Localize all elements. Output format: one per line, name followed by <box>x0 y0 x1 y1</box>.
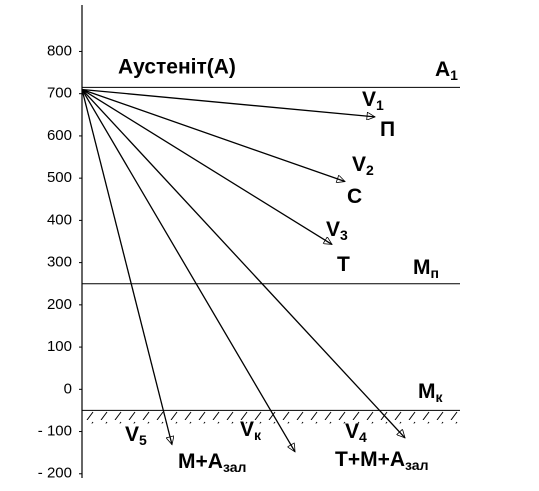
cooling-ray <box>81 89 296 451</box>
ray-label: V1 <box>362 88 384 113</box>
hatch <box>82 410 460 424</box>
level-label-sub: 1 <box>450 67 458 83</box>
ray-label: V4 <box>345 420 367 445</box>
product-label: П <box>380 118 395 141</box>
product-label: Т <box>337 253 350 276</box>
product-label: Т+М+Азал <box>335 448 428 473</box>
level-label-sub: п <box>431 265 439 281</box>
level-label: Мп <box>413 256 439 281</box>
y-tick-label: 300 <box>47 254 72 271</box>
product-label-main: С <box>347 185 362 208</box>
level-label-sub: к <box>436 389 444 405</box>
product-label-main: П <box>380 118 395 141</box>
product-label-sub: зал <box>405 457 428 473</box>
ray-label-main: V <box>362 88 376 111</box>
ray-label-main: V <box>125 423 139 446</box>
product-label-sub: зал <box>223 459 246 475</box>
level-label-main: А <box>435 58 450 81</box>
ray-label: V5 <box>125 423 147 448</box>
product-label-main: М+А <box>178 450 223 473</box>
ray-label-sub: 5 <box>139 432 147 448</box>
y-tick-label: 100 <box>47 338 72 355</box>
chart-title: Аустеніт(А) <box>118 56 236 79</box>
level-label-main: М <box>418 380 436 403</box>
cooling-ray <box>81 88 375 116</box>
ray-label-main: V <box>352 153 366 176</box>
product-label: С <box>347 185 362 208</box>
ray-label-sub: 4 <box>359 429 367 445</box>
y-tick-label: 200 <box>47 296 72 313</box>
product-label: М+Азал <box>178 450 246 475</box>
level-label: Мк <box>418 380 444 405</box>
ray-label: V3 <box>326 218 348 243</box>
y-tick-label: 400 <box>47 211 72 228</box>
product-label-main: Т+М+А <box>335 448 405 471</box>
y-tick-label: 500 <box>47 169 72 186</box>
ray-label-sub: к <box>254 427 262 443</box>
ray-label-sub: 3 <box>340 227 348 243</box>
ray-label: V2 <box>352 153 374 178</box>
y-tick-label: 800 <box>47 42 72 59</box>
cooling-ray <box>81 89 405 437</box>
y-tick-label: 600 <box>47 127 72 144</box>
cooling-ray <box>81 88 332 246</box>
level-label-main: М <box>413 256 431 279</box>
y-tick-label: 0 <box>64 380 72 397</box>
ray-label-main: V <box>345 420 359 443</box>
ray-label-sub: 2 <box>366 162 374 178</box>
cooling-ray <box>81 89 172 444</box>
ray-label-sub: 1 <box>376 97 384 113</box>
cooling-ray <box>81 88 345 181</box>
y-tick-label: 700 <box>47 85 72 102</box>
product-label-main: Т <box>337 253 350 276</box>
ray-label-main: V <box>326 218 340 241</box>
y-tick-label: - 200 <box>38 465 72 482</box>
y-tick-label: - 100 <box>38 423 72 440</box>
level-label: А1 <box>435 58 458 83</box>
ray-label-main: V <box>240 418 254 441</box>
ray-label: Vк <box>240 418 262 443</box>
